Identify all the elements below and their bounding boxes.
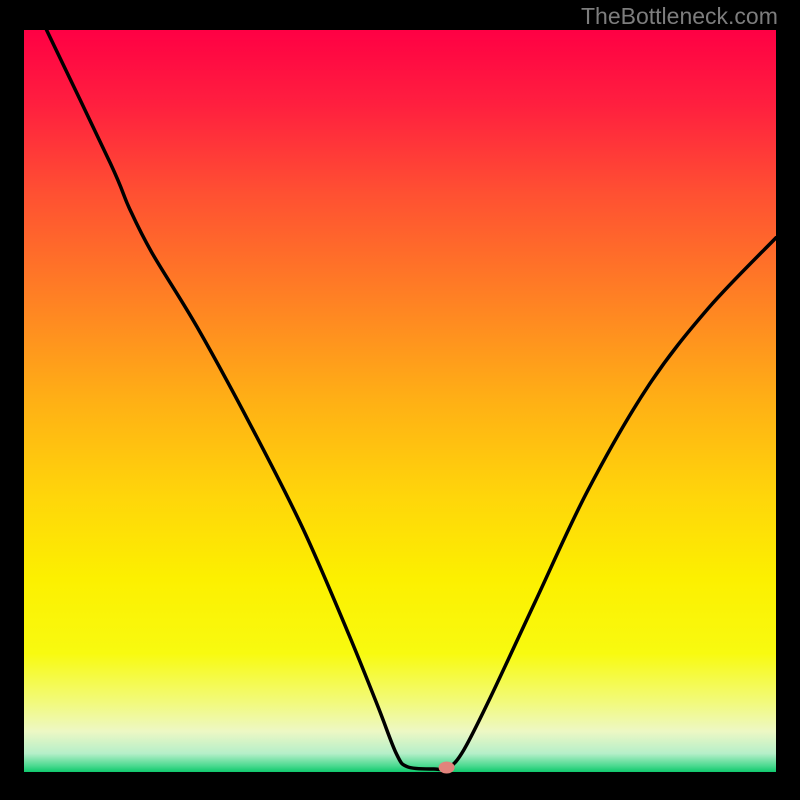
optimal-point-marker xyxy=(439,762,455,774)
chart-container: TheBottleneck.com xyxy=(0,0,800,800)
watermark-text: TheBottleneck.com xyxy=(581,3,778,30)
bottleneck-curve xyxy=(47,30,776,770)
chart-svg xyxy=(0,0,800,800)
